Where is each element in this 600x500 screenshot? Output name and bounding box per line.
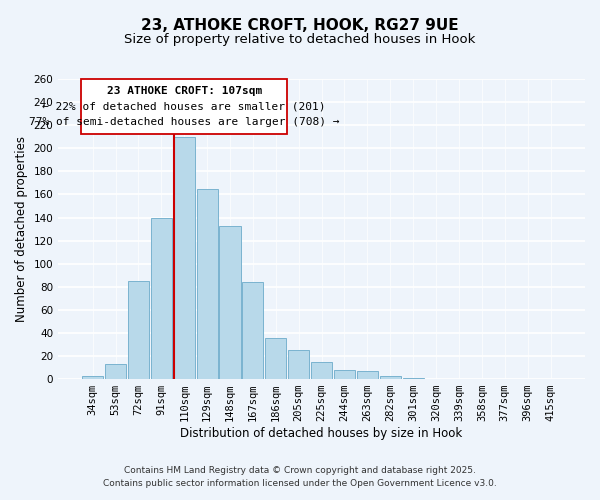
Bar: [334, 370, 355, 379]
Text: ← 22% of detached houses are smaller (201): ← 22% of detached houses are smaller (20…: [43, 102, 326, 112]
Bar: [288, 350, 309, 379]
Y-axis label: Number of detached properties: Number of detached properties: [15, 136, 28, 322]
Text: 77% of semi-detached houses are larger (708) →: 77% of semi-detached houses are larger (…: [29, 117, 340, 127]
Bar: [265, 338, 286, 379]
Bar: [82, 376, 103, 379]
Bar: [357, 371, 378, 379]
X-axis label: Distribution of detached houses by size in Hook: Distribution of detached houses by size …: [181, 427, 463, 440]
Bar: [403, 378, 424, 379]
Bar: [197, 188, 218, 379]
Text: Contains HM Land Registry data © Crown copyright and database right 2025.
Contai: Contains HM Land Registry data © Crown c…: [103, 466, 497, 487]
Bar: [105, 364, 126, 379]
Text: 23, ATHOKE CROFT, HOOK, RG27 9UE: 23, ATHOKE CROFT, HOOK, RG27 9UE: [141, 18, 459, 32]
Text: 23 ATHOKE CROFT: 107sqm: 23 ATHOKE CROFT: 107sqm: [107, 86, 262, 96]
Bar: [220, 226, 241, 379]
Bar: [311, 362, 332, 379]
Bar: [380, 376, 401, 379]
Bar: [242, 282, 263, 379]
Text: Size of property relative to detached houses in Hook: Size of property relative to detached ho…: [124, 32, 476, 46]
Bar: [173, 136, 195, 379]
Bar: [151, 218, 172, 379]
Bar: [128, 281, 149, 379]
